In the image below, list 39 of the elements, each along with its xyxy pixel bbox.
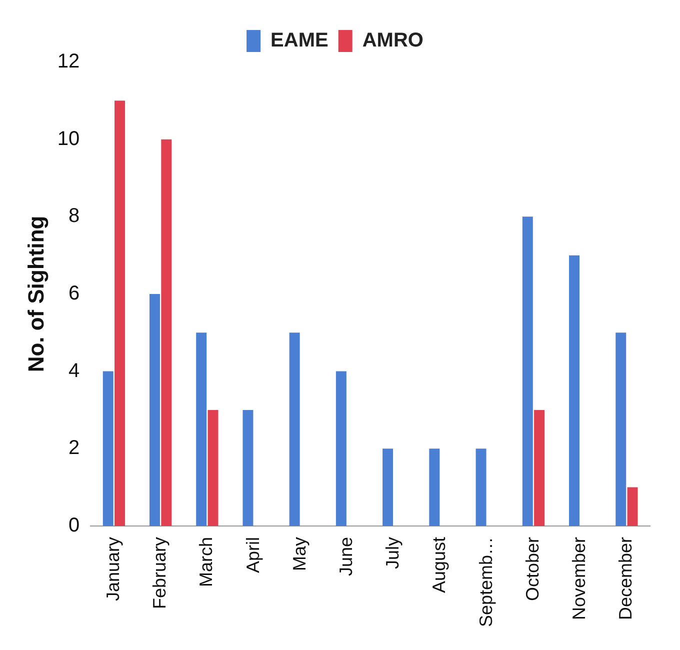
x-tick-label: April [242,536,263,573]
y-axis-title: No. of Sighting [23,216,48,372]
x-tick-label: July [382,536,403,569]
y-tick-label: 0 [68,514,80,536]
x-tick-label: Septemb… [476,536,496,628]
bar [149,294,160,526]
bar [336,371,346,526]
bar [569,255,580,526]
x-tick-label: June [336,536,356,576]
x-tick-label: August [429,536,450,594]
bar [476,448,486,526]
y-tick-label: 10 [57,128,80,150]
x-tick-label: March [196,536,216,587]
bar [161,139,172,526]
x-tick-label: December [616,536,636,620]
legend-label: AMRO [362,30,424,52]
bar [534,410,545,526]
bar [382,448,394,526]
x-tick-label: May [289,536,310,571]
y-tick-label: 12 [57,50,80,73]
x-tick-label: November [569,536,590,620]
x-tick-label: October [522,536,542,601]
bar [289,332,300,526]
bar [102,371,114,526]
x-tick-label: January [102,536,123,602]
x-tick-label: February [150,536,170,609]
bar [627,487,638,526]
bar [616,332,626,526]
y-tick-label: 4 [68,360,80,382]
bar [429,448,440,526]
legend-label: EAME [270,30,328,52]
y-tick-label: 2 [68,437,80,460]
bar [242,410,254,526]
y-tick-label: 6 [68,282,80,304]
bar [196,332,207,526]
bar [114,100,126,526]
y-tick-label: 8 [68,205,80,228]
bar [522,216,533,526]
bar [208,410,218,526]
